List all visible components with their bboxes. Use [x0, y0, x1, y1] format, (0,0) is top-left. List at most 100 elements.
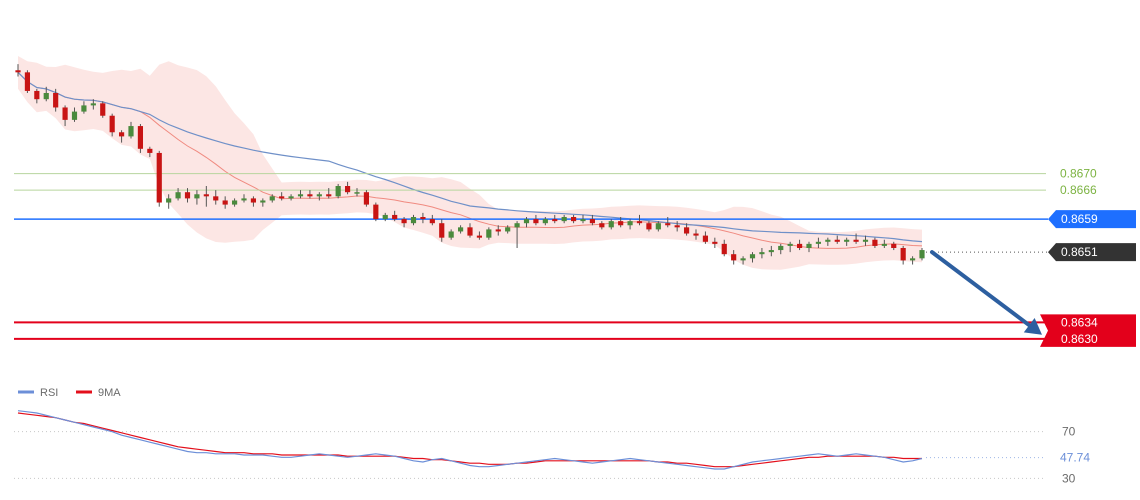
price-levels: 0.8670 0.8666 0.8659 0.8651 0.8634 0.8630 [14, 167, 1136, 347]
candle-body [844, 239, 850, 242]
candle-body [702, 235, 709, 242]
candle-body [806, 243, 812, 248]
candle-body [222, 200, 228, 205]
candle-body [250, 198, 257, 203]
candle-body [665, 223, 671, 226]
candle-body [420, 217, 426, 220]
candle-body [363, 192, 370, 205]
candle-body [213, 196, 219, 201]
forecast-arrow-shaft [930, 250, 1036, 331]
candle-body [439, 223, 445, 238]
candle-body [646, 223, 652, 230]
candle-body [241, 198, 247, 201]
candle-body [618, 221, 624, 226]
candle-body [344, 186, 351, 193]
legend-label-9ma: 9MA [98, 387, 121, 399]
candle-body [731, 254, 737, 261]
candle-body [401, 219, 407, 224]
level-resistance-0.8670-label: 0.8670 [1060, 167, 1097, 181]
candle-body [448, 231, 454, 238]
forecast-arrow-head [1023, 317, 1042, 335]
moving-averages [17, 71, 923, 249]
level-current-0.8651-tag [1048, 243, 1136, 262]
candle-body [354, 192, 360, 194]
candle-body [53, 93, 59, 108]
rsi-level-30-label: 30 [1062, 471, 1076, 485]
candle-body [307, 194, 313, 197]
candle-body [599, 223, 605, 228]
level-current-0.8651-label: 0.8651 [1061, 245, 1098, 259]
candle-body [476, 235, 483, 238]
candle-body [514, 223, 520, 228]
candle-body [194, 194, 200, 199]
candle-body [570, 217, 577, 222]
candle-body [147, 148, 153, 153]
candle-body [175, 192, 181, 199]
candle-body [909, 258, 916, 261]
legend-label-rsi: RSI [40, 387, 58, 399]
candle-body [721, 243, 727, 255]
candle-body [712, 241, 718, 244]
candle-body [34, 90, 40, 100]
candle-body [561, 217, 567, 222]
candle-body [495, 229, 501, 232]
bollinger-bands [18, 56, 922, 270]
candle-body [580, 219, 586, 222]
candle-body [109, 115, 115, 133]
candle-body [429, 219, 435, 224]
candle-body [100, 103, 106, 116]
support-tag-box [1040, 314, 1136, 347]
rsi-9ma-line [17, 412, 922, 468]
candle-body [796, 243, 803, 248]
short-moving-average-line [17, 71, 923, 249]
candle-body [288, 196, 294, 199]
level-pivot-0.8659-tag [1048, 210, 1136, 229]
level-pivot-0.8659-label: 0.8659 [1061, 212, 1098, 226]
candle-body [203, 194, 209, 197]
rsi-level-70-label: 70 [1062, 425, 1076, 439]
candle-body [71, 111, 78, 120]
candle-body [137, 126, 144, 149]
candle-body [834, 239, 840, 242]
candle-body [335, 186, 341, 197]
candle-body [825, 239, 831, 242]
candle-body [778, 245, 784, 251]
candle-body [486, 229, 492, 238]
candle-body [118, 132, 125, 137]
candle-body [627, 221, 633, 226]
candle-body [589, 219, 596, 224]
candle-body [655, 223, 661, 230]
candle-body [392, 214, 398, 220]
candle-body [542, 219, 548, 224]
candle-body [269, 196, 275, 201]
candle-body [740, 258, 746, 261]
candle-body [505, 227, 511, 232]
long-moving-average-line [17, 71, 923, 243]
candle-body [636, 221, 643, 224]
candle-body [523, 219, 530, 224]
candle-body [608, 221, 614, 228]
candle-body [128, 126, 134, 137]
level-support-0.8630-label: 0.8630 [1061, 332, 1098, 346]
candlesticks [15, 64, 925, 265]
candle-body [184, 192, 191, 199]
candle-body [552, 219, 558, 222]
candle-body [260, 200, 266, 203]
candle-body [862, 239, 869, 242]
candle-body [62, 107, 68, 120]
candle-body [373, 204, 379, 220]
rsi-current-value: 47.74 [1060, 451, 1090, 465]
candle-body [533, 219, 539, 224]
candle-body [768, 250, 774, 253]
candle-body [15, 70, 21, 73]
level-resistance-0.8666-label: 0.8666 [1060, 183, 1097, 197]
candle-body [231, 200, 238, 205]
candle-body [815, 241, 822, 244]
candle-body [787, 243, 793, 246]
candle-body [674, 225, 680, 228]
candle-body [297, 194, 304, 197]
candle-body [410, 217, 417, 224]
candle-body [891, 243, 897, 248]
forecast-arrow [930, 250, 1042, 335]
bollinger-band-fill [18, 56, 922, 270]
